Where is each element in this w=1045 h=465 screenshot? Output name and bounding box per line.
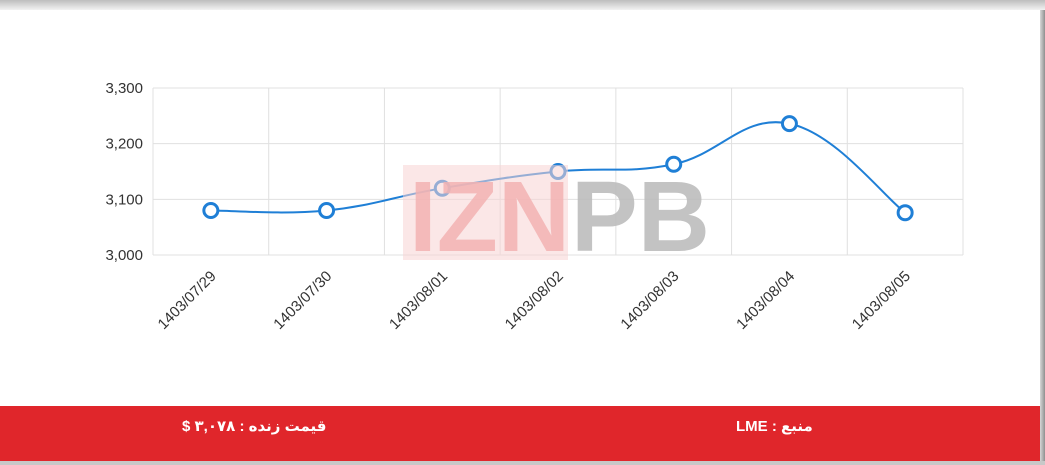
watermark-izn: IZN bbox=[403, 165, 570, 260]
grid bbox=[152, 87, 964, 256]
watermark-izn-text: IZN bbox=[409, 165, 570, 260]
data-point bbox=[318, 201, 336, 219]
info-bar: قیمت زنده : ۳,۰۷۸ $ منبع : LME bbox=[0, 406, 1040, 461]
y-tick-label: 3,300 bbox=[105, 80, 143, 97]
x-tick-label: 1403/07/29 bbox=[155, 268, 220, 333]
source-label: منبع : LME bbox=[736, 418, 813, 435]
x-axis-ticks: 1403/07/29 1403/07/30 1403/08/01 1403/08/02… bbox=[155, 268, 914, 333]
bottom-frame bbox=[0, 461, 1045, 465]
x-tick-label: 1403/08/03 bbox=[617, 268, 682, 333]
iznpb-watermark-logo: IZN PB bbox=[403, 165, 710, 260]
top-frame bbox=[0, 0, 1045, 10]
x-tick-label: 1403/08/02 bbox=[502, 268, 567, 333]
data-point bbox=[202, 201, 220, 219]
data-point bbox=[665, 155, 683, 173]
chart-card: 3,000 3,100 3,200 3,300 1403/07/29 1403/07/3… bbox=[0, 10, 1040, 406]
x-tick-label: 1403/08/04 bbox=[733, 268, 798, 333]
data-point bbox=[780, 115, 798, 133]
watermark-pb-text: PB bbox=[571, 165, 710, 260]
right-frame bbox=[1040, 10, 1045, 465]
live-price-label: قیمت زنده : ۳,۰۷۸ $ bbox=[182, 418, 327, 435]
x-tick-label: 1403/07/30 bbox=[270, 268, 335, 333]
data-point bbox=[896, 204, 914, 222]
x-tick-label: 1403/08/05 bbox=[849, 268, 914, 333]
y-tick-label: 3,200 bbox=[105, 136, 143, 153]
y-axis-ticks: 3,000 3,100 3,200 3,300 bbox=[105, 80, 143, 264]
y-tick-label: 3,000 bbox=[105, 247, 143, 264]
line-chart: 3,000 3,100 3,200 3,300 1403/07/29 1403/07/3… bbox=[105, 80, 964, 333]
y-tick-label: 3,100 bbox=[105, 191, 143, 208]
x-tick-label: 1403/08/01 bbox=[386, 268, 451, 333]
